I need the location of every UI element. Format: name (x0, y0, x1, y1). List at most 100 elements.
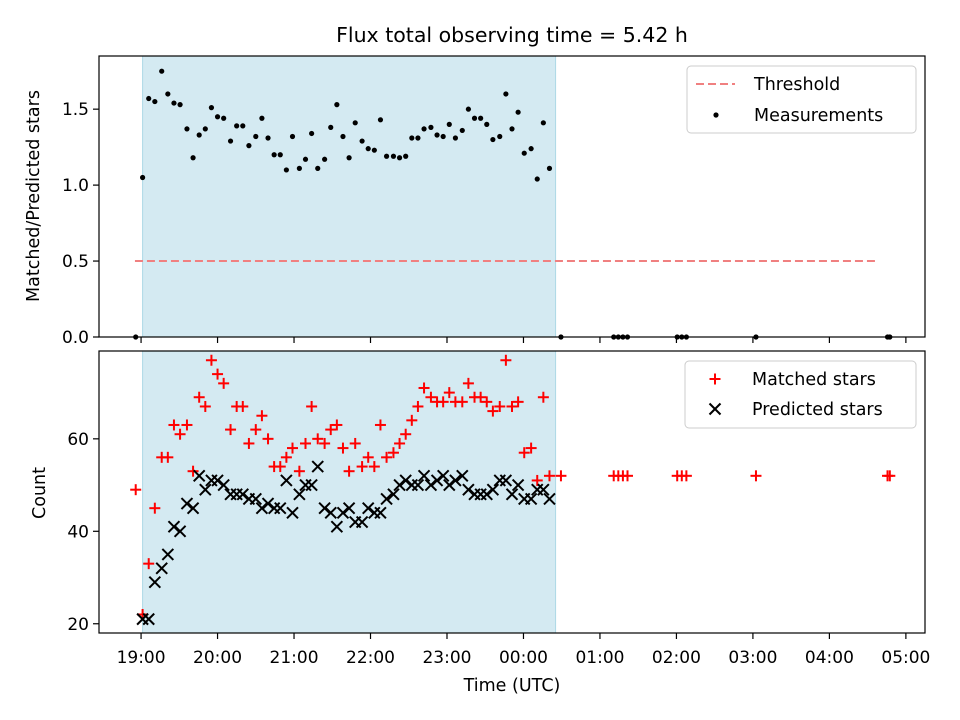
measurement-point (177, 102, 183, 108)
predicted-star-point-b (305, 478, 318, 492)
matched-star-point (506, 400, 518, 412)
predicted-star-point-b (192, 469, 206, 483)
matched-star-point (193, 391, 205, 403)
matched-star-point (368, 461, 380, 473)
measurement-point (214, 114, 221, 120)
matched-star-point (680, 470, 692, 482)
measurement-point (390, 153, 397, 159)
predicted-star-point (336, 506, 350, 520)
predicted-star-point (436, 469, 450, 483)
measurement-point (165, 91, 171, 97)
predicted-star-point-b (167, 520, 181, 533)
predicted-star-point-b (217, 478, 230, 492)
measurement-point (371, 147, 377, 153)
measurement-point (340, 133, 346, 140)
matched-star-point (462, 377, 474, 389)
measurement-point (265, 135, 271, 141)
x-tick-label: 00:00 (499, 648, 548, 668)
predicted-star-point (274, 501, 287, 515)
predicted-star-point-b (186, 501, 200, 515)
matched-star-point (149, 502, 161, 514)
predicted-star-point-b (342, 501, 356, 515)
matched-star-point (187, 465, 199, 477)
measurement-point (359, 138, 365, 144)
legend-predicted-label: Predicted stars (752, 400, 883, 420)
matched-star-point (884, 470, 896, 482)
matched-star-point (256, 410, 268, 422)
matched-star-point (418, 382, 430, 394)
bottom-frame (98, 350, 926, 634)
matched-star-point (437, 396, 449, 408)
predicted-star-point (280, 474, 293, 487)
x-tick-label: 19:00 (117, 648, 166, 668)
predicted-star-point-b (255, 501, 269, 515)
matched-star-point (494, 400, 506, 412)
measurement-point (328, 124, 334, 130)
measurement-point (490, 136, 496, 143)
measurement-point (283, 167, 289, 173)
measurement-point (227, 138, 234, 144)
predicted-star-point-b (449, 474, 462, 487)
predicted-star-point (311, 460, 324, 473)
measurement-point (509, 126, 515, 132)
matched-star-point (174, 428, 186, 440)
predicted-star-point (543, 492, 556, 506)
matched-star-point (525, 442, 537, 454)
predicted-star-point (430, 474, 444, 487)
predicted-star-point (330, 520, 344, 533)
predicted-star-point-b (324, 506, 337, 520)
predicted-star-point-b (387, 488, 400, 501)
x-tick-label: 05:00 (881, 648, 930, 668)
measurement-point (409, 135, 415, 141)
matched-star-point (306, 400, 318, 412)
predicted-star-point (524, 492, 538, 506)
measurement-point (309, 130, 315, 137)
predicted-star-point (537, 483, 550, 496)
measurement-point (484, 121, 490, 127)
measurement-point (159, 68, 165, 74)
chart-title: Flux total observing time = 5.42 h (336, 23, 688, 47)
matched-star-point (319, 437, 331, 449)
predicted-star-point (380, 492, 393, 506)
matched-star-point (212, 368, 224, 380)
measurement-point (322, 156, 328, 162)
predicted-star-point (324, 506, 337, 520)
matched-star-point (225, 424, 237, 436)
measurement-point (271, 152, 277, 158)
predicted-star-point (211, 474, 224, 487)
predicted-star-point-b (374, 506, 387, 520)
measurement-point (465, 106, 472, 112)
matched-star-point (531, 474, 543, 486)
matched-star-point (356, 461, 368, 473)
predicted-star-point (499, 474, 513, 487)
predicted-star-point (261, 497, 275, 510)
bottom-legend-box (684, 360, 917, 429)
predicted-star-point-b (236, 488, 249, 501)
x-tick-label: 01:00 (575, 648, 624, 668)
predicted-star-point-b (161, 548, 175, 561)
matched-star-point (500, 354, 512, 366)
predicted-star-point (505, 488, 519, 501)
predicted-star-point-b (355, 515, 369, 529)
legend-threshold-label: Threshold (753, 75, 840, 95)
predicted-star-point (355, 515, 369, 529)
measurement-point (471, 115, 478, 121)
matched-star-point (262, 433, 274, 445)
measurement-point (503, 91, 509, 97)
matched-star-point (543, 470, 555, 482)
predicted-star-point (167, 520, 181, 533)
predicted-star-point (511, 478, 525, 492)
top-frame (98, 55, 926, 338)
matched-star-point (481, 396, 493, 408)
matched-star-point (537, 391, 549, 403)
measurement-point (365, 146, 371, 152)
matched-star-point (199, 400, 211, 412)
predicted-star-point (393, 478, 406, 492)
measurement-point (421, 126, 427, 132)
bottom-ytick-label: 60 (67, 430, 89, 450)
predicted-star-point-b (417, 469, 431, 483)
x-tick-label: 21:00 (270, 648, 319, 668)
matched-star-point (237, 400, 249, 412)
x-tick-label: 23:00 (422, 648, 471, 668)
